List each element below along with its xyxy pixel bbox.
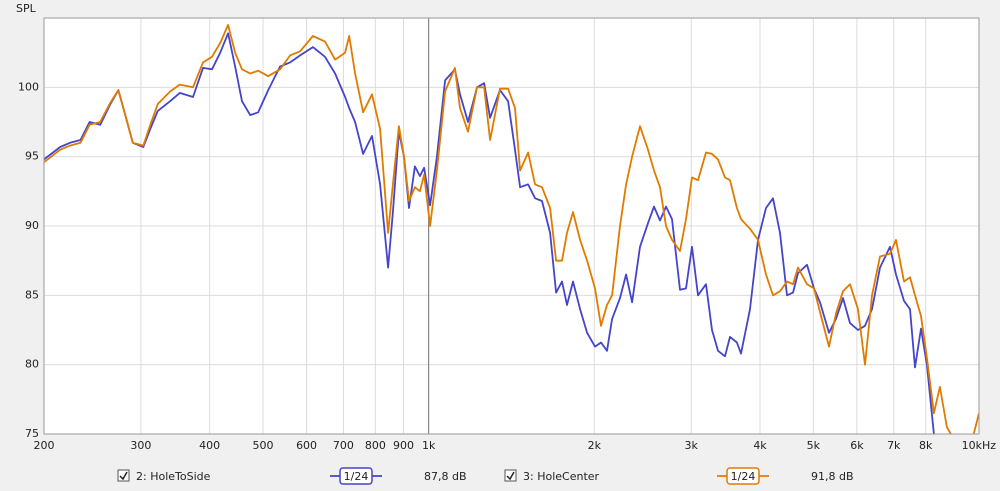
readout: 87,8 dB [424,470,467,483]
legend-name[interactable]: 2: HoleToSide [136,470,211,483]
checkbox-check [506,471,515,481]
readout: 91,8 dB [811,470,854,483]
series-checkbox[interactable] [117,469,130,482]
checkbox-check [119,471,128,481]
y-tick-label: 80 [25,358,39,371]
y-tick-label: 75 [25,427,39,440]
x-tick-label: 300 [130,439,151,452]
x-tick-label: 3k [685,439,699,452]
smoothing-box [726,467,760,485]
x-tick-label: 4k [753,439,767,452]
x-tick-label: 5k [807,439,821,452]
x-tick-label: 1k [422,439,436,452]
y-tick-label: 90 [25,219,39,232]
y-axis-label: SPL [16,2,37,15]
x-tick-label: 2k [588,439,602,452]
x-tick-label: 800 [365,439,386,452]
smoothing-label[interactable]: 1/24 [344,470,369,483]
x-tick-label: 700 [333,439,354,452]
smoothing-box [339,467,373,485]
y-tick-label: 100 [18,80,39,93]
x-tick-label: 8k [919,439,933,452]
series-line [44,24,979,434]
x-tick-label: 500 [252,439,273,452]
plot-frame [43,17,980,435]
series-checkbox[interactable] [504,469,517,482]
smoothing-label[interactable]: 1/24 [731,470,756,483]
checkbox-box [504,469,517,482]
y-tick-label: 95 [25,150,39,163]
x-tick-label: 6k [850,439,864,452]
x-tick-label: 7k [887,439,901,452]
checkbox-box [117,469,130,482]
x-tick-label: 400 [199,439,220,452]
x-tick-label: 600 [296,439,317,452]
legend-name[interactable]: 3: HoleCenter [523,470,600,483]
series-line [44,32,935,434]
x-tick-label: 900 [393,439,414,452]
x-tick-label: 10kHz [962,439,997,452]
x-tick-label: 200 [34,439,55,452]
y-tick-label: 85 [25,288,39,301]
